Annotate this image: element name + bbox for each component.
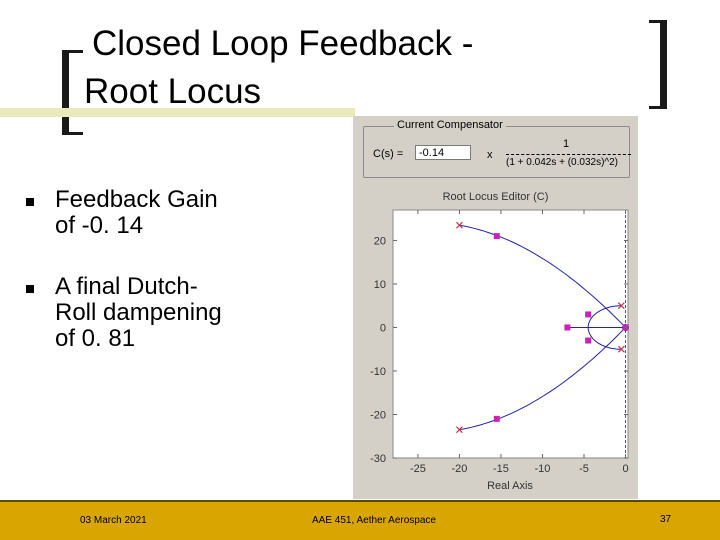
x-tick-label: 0	[622, 463, 628, 475]
open-loop-pole	[617, 302, 625, 310]
locus-branch-lower	[459, 327, 626, 431]
current-compensator-group: Current Compensator	[363, 119, 630, 178]
bullet-text-2: A final Dutch- Roll dampening of 0. 81	[55, 274, 285, 352]
slide-title-line2: Root Locus	[84, 72, 262, 111]
page-number: 37	[660, 514, 672, 525]
bullet-2-line2: Roll dampening	[55, 299, 222, 326]
root-locus-panel: Current Compensator C(s) = x 1 (1 + 0.04…	[353, 116, 638, 499]
footer-date: 03 March 2021	[80, 515, 147, 526]
group-title: Current Compensator	[394, 119, 506, 131]
cs-label: C(s) =	[373, 148, 404, 160]
right-bracket	[649, 20, 667, 109]
y-tick-label: 0	[380, 322, 386, 334]
fraction-bar	[506, 154, 631, 155]
x-axis-label: Real Axis	[487, 480, 533, 492]
bullet-2-line1: A final Dutch-	[55, 273, 198, 300]
open-loop-pole	[456, 221, 463, 229]
editor-title: Root Locus Editor (C)	[442, 191, 549, 203]
bullet-marker-1	[26, 198, 34, 206]
closed-loop-pole[interactable]	[585, 337, 592, 344]
plot-area	[392, 209, 629, 459]
closed-loop-pole[interactable]	[585, 311, 592, 318]
locus-curves	[459, 210, 627, 458]
root-locus-plot[interactable]: 20 10 0 -10 -20 -30 -25 -20 -15 -10 -5 0 Real Axis	[353, 116, 638, 499]
gain-input[interactable]	[415, 145, 471, 160]
y-tick-label: 10	[374, 279, 386, 291]
bullet-2-line3: of 0. 81	[55, 325, 136, 352]
title-underline	[0, 108, 355, 117]
dutch-roll-branch-lower	[587, 327, 622, 350]
times-sign: x	[487, 149, 493, 161]
x-tick-label: -25	[410, 463, 426, 475]
closed-loop-pole[interactable]	[493, 415, 500, 422]
open-loop-pole	[617, 345, 625, 353]
locus-branch-upper	[459, 224, 626, 328]
y-tick-label: -10	[370, 366, 386, 378]
x-tick-label: -15	[493, 463, 509, 475]
bullet-text-1: Feedback Gain of -0. 14	[55, 187, 285, 239]
bullet-1-line2: of -0. 14	[55, 212, 144, 239]
y-tick-label: 20	[374, 235, 386, 247]
dutch-roll-branch-upper	[587, 305, 622, 328]
closed-loop-pole[interactable]	[493, 233, 500, 240]
bullet-marker-2	[26, 285, 34, 293]
closed-loop-pole[interactable]	[564, 324, 571, 331]
footer-center: AAE 451, Aether Aerospace	[312, 515, 436, 526]
y-tick-label: -30	[370, 453, 386, 465]
x-tick-label: -5	[579, 463, 589, 475]
footer-bar: 03 March 2021 AAE 451, Aether Aerospace …	[0, 500, 720, 540]
y-tick-label: -20	[370, 409, 386, 421]
left-bracket	[62, 50, 83, 135]
tf-numerator: 1	[563, 138, 570, 150]
bullet-1-line1: Feedback Gain	[55, 186, 218, 213]
slide-title-line1: Closed Loop Feedback -	[92, 24, 474, 63]
x-tick-label: -10	[535, 463, 551, 475]
tf-denominator: (1 + 0.042s + (0.032s)^2)	[506, 157, 618, 168]
x-tick-label: -20	[451, 463, 467, 475]
open-loop-pole	[456, 426, 463, 434]
